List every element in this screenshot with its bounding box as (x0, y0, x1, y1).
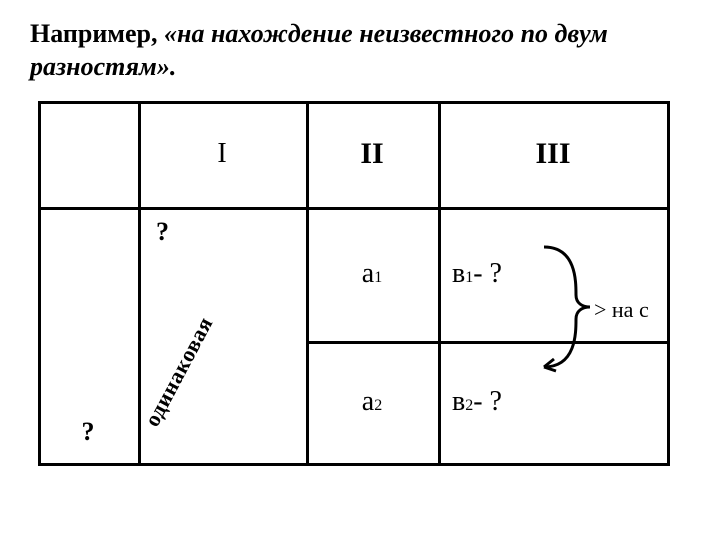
cell-a1-sub: 1 (374, 269, 382, 287)
cell-b1-base: в (452, 258, 465, 290)
diagonal-label: одинаковая (139, 312, 219, 431)
cell-b1-tail: - ? (473, 258, 502, 290)
cell-b1-sub: 1 (465, 269, 473, 287)
heading-lead: Например, (30, 19, 164, 48)
cell-b2-sub: 2 (465, 397, 473, 415)
question-mark-top: ? (138, 207, 306, 257)
cell-a1: a1 (306, 207, 438, 341)
cell-b2-tail: - ? (473, 386, 502, 418)
diagonal-label-container: одинаковая (162, 405, 282, 431)
col-header-1: I (138, 101, 306, 207)
cell-a2: a2 (306, 341, 438, 463)
heading: Например, «на нахождение неизвестного по… (30, 18, 690, 83)
grid-line (38, 463, 670, 466)
cell-a2-sub: 2 (374, 397, 382, 415)
cell-a1-base: a (362, 258, 374, 290)
col-header-2: II (306, 101, 438, 207)
brace-path (544, 247, 590, 367)
question-mark-bottom: ? (38, 401, 138, 463)
task-table: I II III ? ? одинаковая a1 a2 в1 - ? в2 … (38, 101, 670, 469)
cell-a2-base: a (362, 386, 374, 418)
cell-b2-base: в (452, 386, 465, 418)
col-header-3: III (438, 101, 668, 207)
difference-annotation: ˃ на с (594, 297, 649, 323)
